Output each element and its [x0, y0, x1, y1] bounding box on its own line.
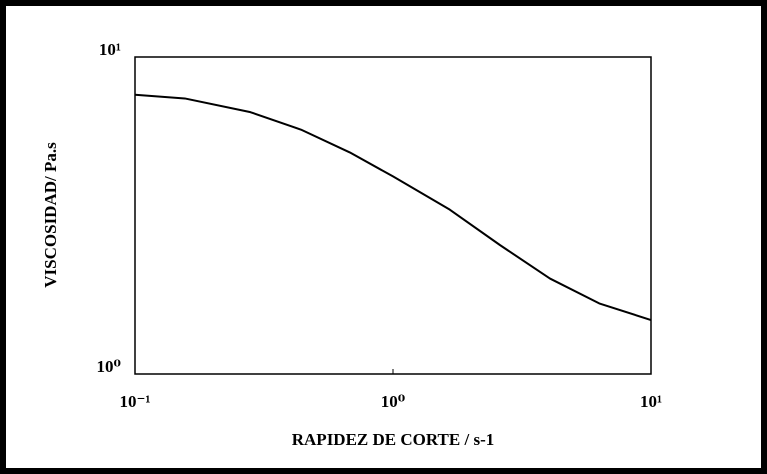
x-tick-label: 10⁰ [381, 392, 405, 411]
y-tick-label: 10⁰ [97, 357, 121, 376]
line [134, 93, 652, 321]
x-tick-label: 10¹ [640, 392, 662, 411]
y-tick-label: 10¹ [99, 40, 121, 59]
x-tick-label: 10⁻¹ [119, 392, 150, 411]
x-axis-label: RAPIDEZ DE CORTE / s-1 [292, 430, 494, 449]
y-axis-label: VISCOSIDAD/ Pa.s [41, 142, 60, 288]
